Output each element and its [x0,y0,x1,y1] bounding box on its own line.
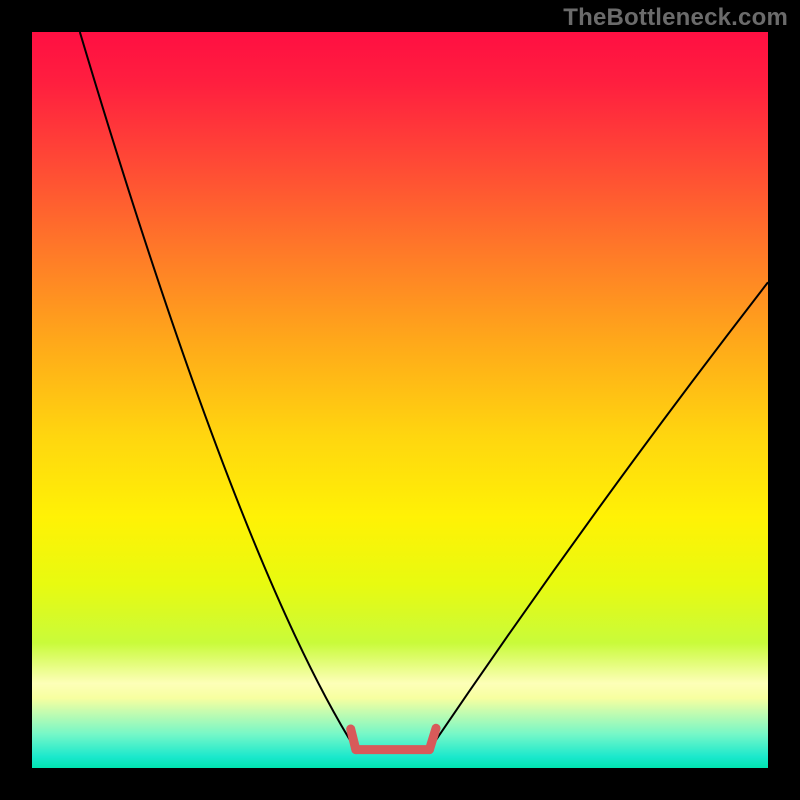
flat-region-right-tick [429,728,436,749]
bottleneck-plot [32,32,768,768]
watermark-text: TheBottleneck.com [563,4,788,32]
chart-canvas: TheBottleneck.com [0,0,800,800]
plot-background [32,32,768,768]
